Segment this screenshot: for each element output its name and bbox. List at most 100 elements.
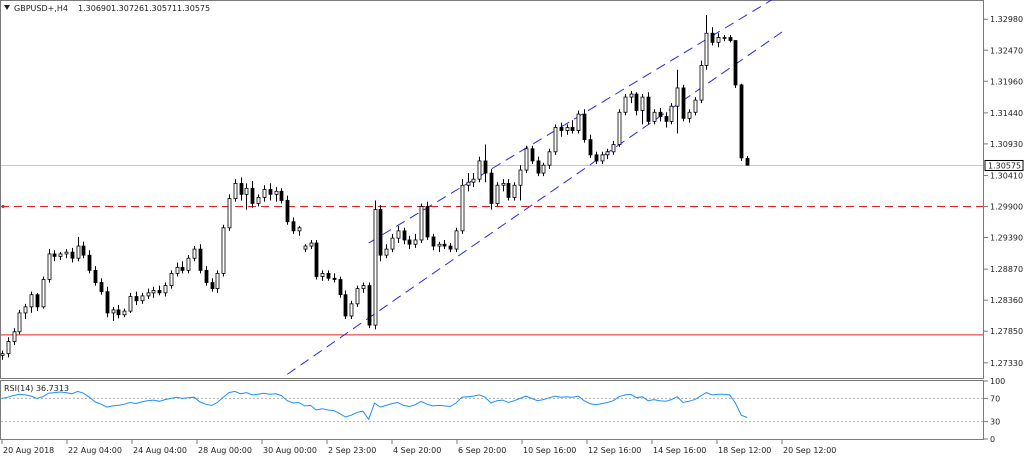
- candle-body: [309, 242, 314, 247]
- rsi-axis: 100 70 30 0: [984, 377, 1005, 444]
- candle-body: [355, 288, 360, 305]
- candle: [565, 124, 570, 135]
- candle-body: [349, 303, 354, 317]
- candle-body: [134, 296, 139, 302]
- candle-body: [722, 37, 727, 39]
- candle: [250, 180, 255, 208]
- candle-body: [617, 111, 622, 145]
- candle-body: [169, 273, 174, 286]
- candle: [274, 187, 279, 202]
- candle-body: [146, 292, 151, 297]
- candle: [576, 110, 581, 134]
- candle: [134, 291, 139, 306]
- candle: [175, 262, 180, 277]
- candle-body: [262, 189, 267, 198]
- candle-body: [483, 160, 488, 174]
- candle: [623, 94, 628, 116]
- candle-body: [547, 151, 552, 166]
- candle: [699, 60, 704, 104]
- time-axis: 20 Aug 2018 22 Aug 04:00 24 Aug 04:00 28 Au…: [1, 440, 836, 455]
- candle: [12, 328, 17, 346]
- candle: [116, 305, 121, 319]
- candle-body: [605, 151, 610, 156]
- candle-body: [640, 96, 645, 111]
- candle-body: [111, 309, 116, 314]
- candle: [186, 255, 191, 274]
- candle-body: [314, 242, 319, 277]
- rsi-tick-label: 0: [990, 435, 995, 444]
- candle-body: [413, 239, 418, 245]
- candle-body: [210, 282, 215, 290]
- price-tick-label: 1.31440: [990, 109, 1023, 118]
- candle: [285, 195, 290, 225]
- candle: [279, 188, 284, 204]
- candle: [524, 145, 529, 174]
- candle-body: [664, 116, 669, 122]
- rsi-plot-area[interactable]: [0, 380, 984, 440]
- candle: [407, 235, 412, 250]
- candle: [582, 109, 587, 143]
- price-tick-label: 1.29900: [990, 203, 1023, 212]
- candle-body: [530, 148, 535, 162]
- candle: [739, 83, 744, 161]
- price-tick-label: 1.32470: [990, 46, 1023, 55]
- candle-body: [390, 237, 395, 250]
- candle-body: [93, 269, 98, 283]
- time-tick-label: 28 Aug 00:00: [198, 446, 252, 455]
- candle: [693, 97, 698, 116]
- candle: [378, 205, 383, 262]
- candle: [501, 179, 506, 192]
- candle-body: [361, 285, 366, 290]
- candle-body: [35, 294, 40, 308]
- candle-body: [81, 245, 86, 256]
- price-tick-label: 1.29390: [990, 234, 1023, 243]
- candle-body: [477, 160, 482, 180]
- candle-body: [338, 279, 343, 296]
- candle: [402, 227, 407, 245]
- candle-body: [163, 285, 168, 294]
- candle-body: [215, 273, 220, 290]
- candle-body: [157, 290, 162, 294]
- candle-body: [524, 148, 529, 171]
- candle: [99, 278, 104, 295]
- candle: [140, 292, 145, 304]
- time-tick-label: 18 Sep 12:00: [718, 446, 771, 455]
- candle-body: [122, 310, 127, 316]
- candle-body: [704, 32, 709, 66]
- candle-body: [669, 105, 674, 122]
- current-price-tag: [984, 159, 1024, 171]
- candle: [681, 84, 686, 122]
- candle: [466, 173, 471, 192]
- candle: [745, 156, 750, 166]
- candle: [384, 244, 389, 259]
- candle: [215, 270, 220, 293]
- candle: [303, 244, 308, 253]
- rsi-line: [1, 390, 748, 421]
- candle: [151, 286, 156, 298]
- price-tick-label: 1.31960: [990, 77, 1023, 86]
- candle: [192, 246, 197, 262]
- candle: [460, 179, 465, 234]
- candle-body: [198, 248, 203, 271]
- price-plot-area[interactable]: [0, 0, 984, 379]
- candle: [76, 236, 81, 262]
- candle: [716, 33, 721, 48]
- candle: [233, 179, 238, 202]
- candle-body: [437, 243, 442, 247]
- candle-body: [565, 127, 570, 131]
- rsi-indicator: [1, 390, 983, 423]
- candle: [87, 250, 92, 274]
- candle: [93, 266, 98, 286]
- candle-body: [250, 187, 255, 204]
- candle-body: [384, 248, 389, 256]
- candle: [396, 225, 401, 244]
- candle: [47, 249, 52, 283]
- time-tick-label: 24 Aug 04:00: [133, 446, 187, 455]
- dropdown-triangle-icon[interactable]: [4, 5, 10, 10]
- candle: [495, 182, 500, 207]
- candle: [553, 124, 558, 155]
- time-tick-label: 20 Aug 2018: [3, 446, 54, 455]
- candle: [105, 286, 110, 318]
